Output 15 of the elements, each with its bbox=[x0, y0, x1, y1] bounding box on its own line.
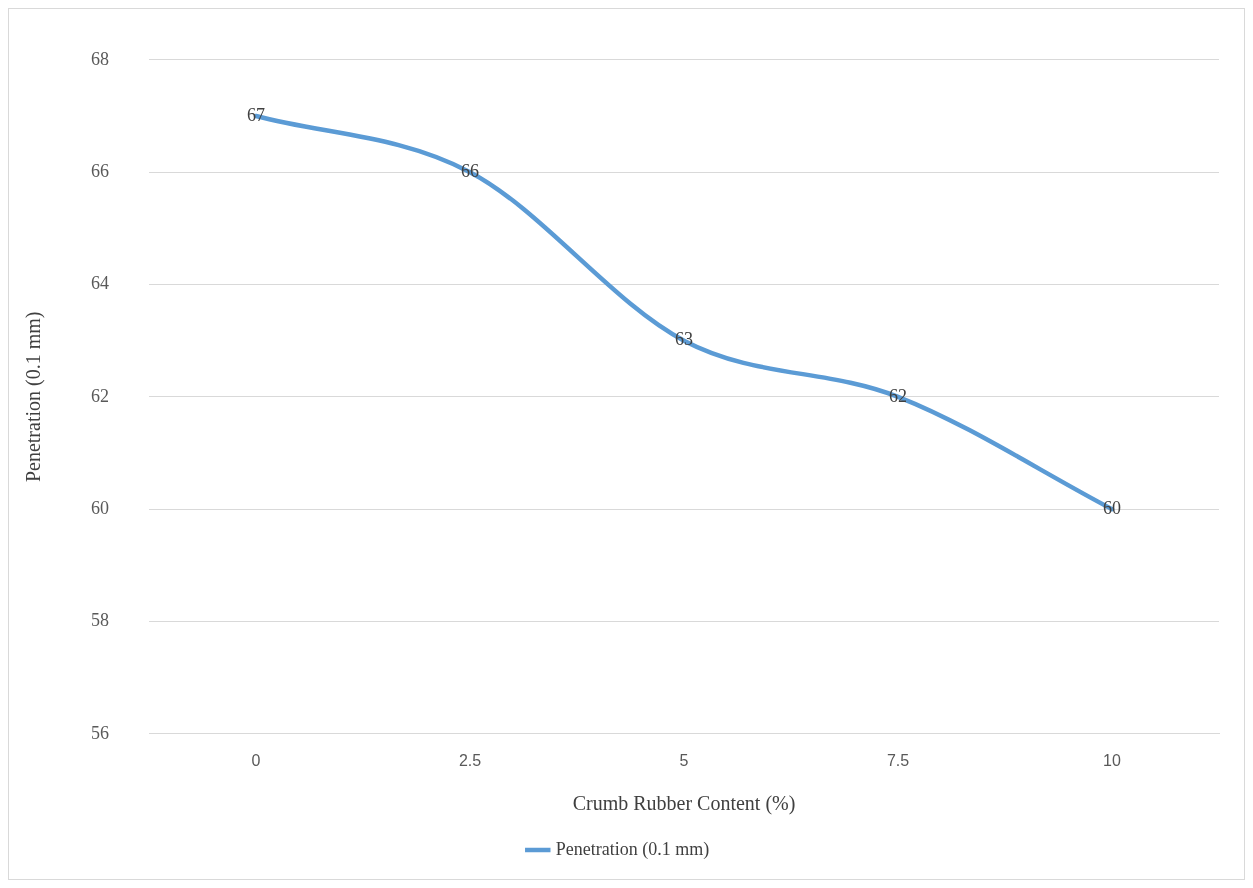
x-tick-label: 7.5 bbox=[886, 751, 910, 769]
y-tick-label: 68 bbox=[91, 48, 109, 69]
x-tick-label: 0 bbox=[251, 751, 261, 769]
legend-label: Penetration (0.1 mm) bbox=[555, 838, 710, 860]
y-tick-label: 60 bbox=[91, 497, 109, 518]
y-tick-label: 64 bbox=[91, 273, 109, 294]
y-tick-label: 56 bbox=[91, 722, 109, 743]
x-tick-label: 2.5 bbox=[458, 751, 482, 769]
x-tick-label: 10 bbox=[1103, 751, 1121, 769]
y-tick-label: 58 bbox=[91, 610, 109, 631]
y-tick-label: 62 bbox=[91, 385, 109, 406]
y-axis-title: Penetration (0.1 mm) bbox=[22, 311, 46, 483]
x-tick-label: 5 bbox=[679, 751, 689, 769]
x-axis-title: Crumb Rubber Content (%) bbox=[572, 792, 796, 816]
y-tick-label: 66 bbox=[91, 160, 109, 181]
